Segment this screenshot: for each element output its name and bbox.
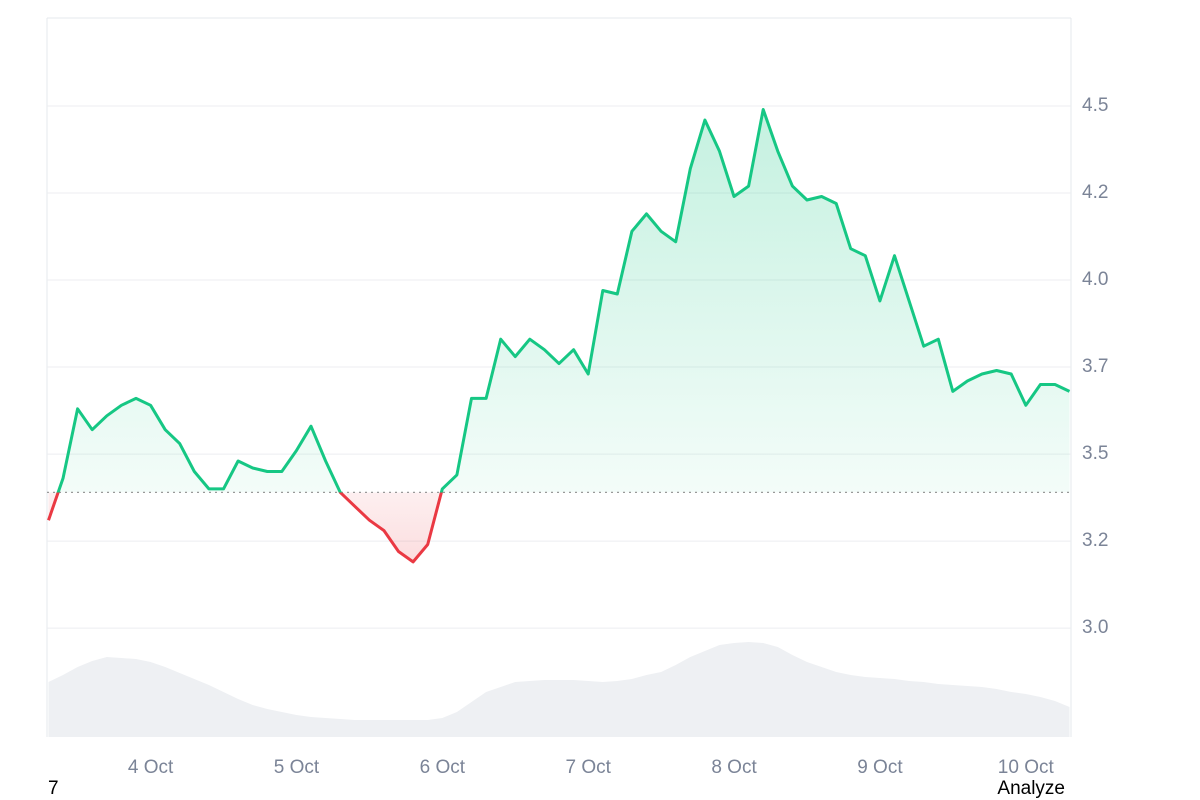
analyze-button[interactable]: Analyze <box>997 778 1065 799</box>
y-tick-label: 3.2 <box>1082 530 1108 551</box>
x-tick-label: 8 Oct <box>711 757 757 778</box>
y-tick-label: 4.0 <box>1082 269 1108 290</box>
x-tick-label: 10 Oct <box>998 757 1055 778</box>
volume-area <box>48 642 1070 737</box>
price-line <box>47 108 1071 564</box>
x-tick-label: 6 Oct <box>420 757 466 778</box>
x-tick-label: 9 Oct <box>857 757 903 778</box>
x-tick-label: 4 Oct <box>128 757 174 778</box>
y-tick-label: 3.0 <box>1082 617 1108 638</box>
y-tick-label: 4.2 <box>1082 182 1108 203</box>
x-tick-label: 5 Oct <box>274 757 320 778</box>
y-tick-label: 3.5 <box>1082 443 1108 464</box>
y-tick-label: 3.7 <box>1082 356 1108 377</box>
footer-left: 7 <box>48 778 59 799</box>
x-tick-label: 7 Oct <box>565 757 611 778</box>
price-area <box>48 109 1070 562</box>
y-tick-label: 4.5 <box>1082 95 1108 116</box>
